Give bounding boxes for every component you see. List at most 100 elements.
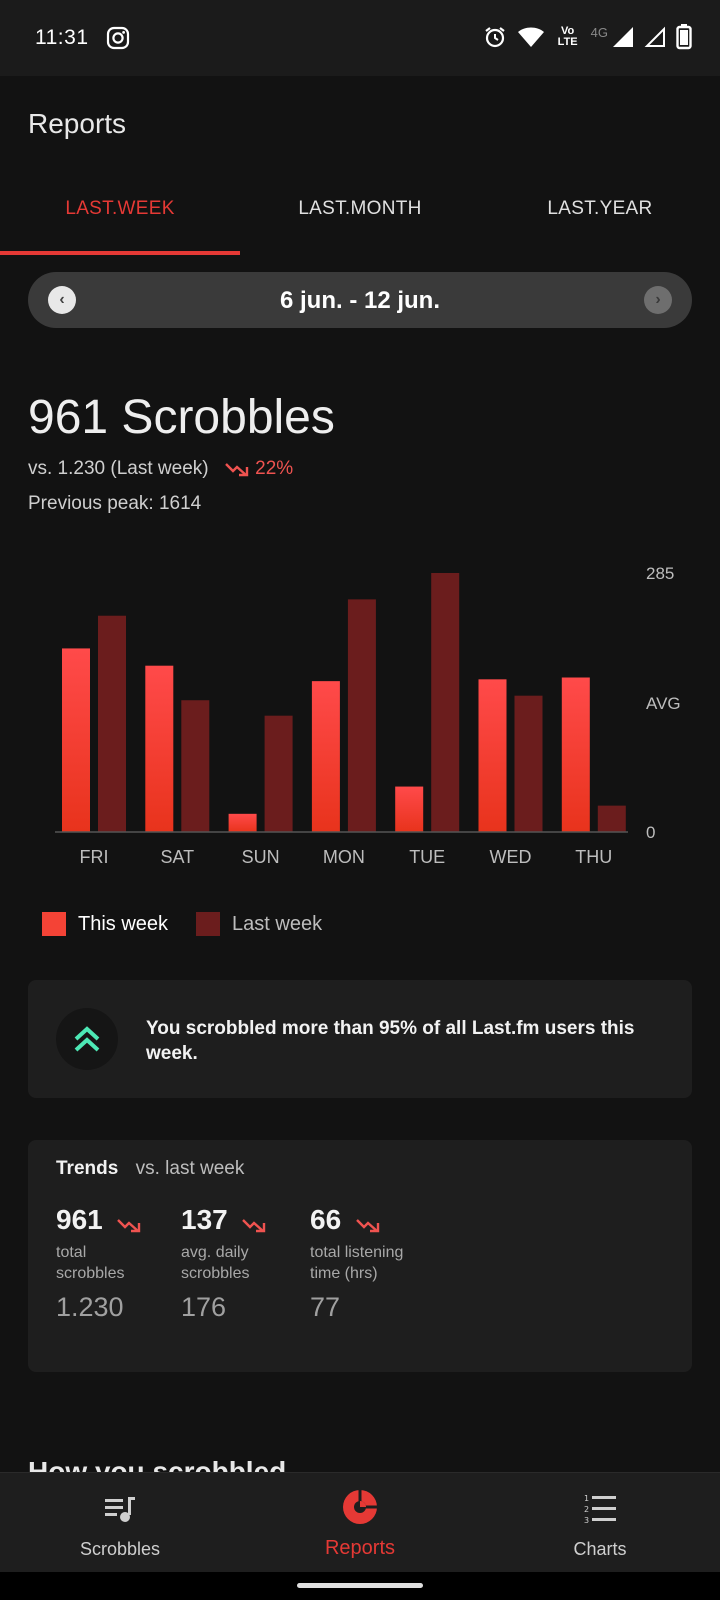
metric-total-scrobbles: 961 total scrobbles 1.230 <box>56 1204 186 1323</box>
previous-period-button[interactable]: ‹ <box>48 286 76 314</box>
metric-previous-value: 176 <box>181 1292 227 1322</box>
date-range-selector: ‹ 6 jun. - 12 jun. › <box>28 272 692 328</box>
metric-label-line1: total listening <box>310 1244 404 1261</box>
trend-down-icon <box>225 463 249 477</box>
battery-icon <box>676 24 692 50</box>
x-tick-label: MON <box>323 847 365 867</box>
status-icons: Vo LTE 4G <box>483 22 692 52</box>
network-type-label: 4G <box>590 24 608 40</box>
metric-label-line1: total <box>56 1244 87 1261</box>
nav-charts[interactable]: 1 2 3 Charts <box>480 1473 720 1573</box>
tab-last-month[interactable]: LAST.MONTH <box>298 198 422 219</box>
x-tick-label: SAT <box>160 847 194 867</box>
chart-legend: This week Last week <box>42 912 350 936</box>
tab-last-year[interactable]: LAST.YEAR <box>547 198 653 219</box>
signal-icon-2 <box>644 26 665 47</box>
bar-this-week-sun <box>228 813 257 832</box>
legend-this-week: This week <box>42 912 168 936</box>
metric-label: total listening time (hrs) <box>310 1242 460 1284</box>
metric-previous-value: 77 <box>310 1292 341 1322</box>
metric-label-line2: time (hrs) <box>310 1265 378 1282</box>
bar-this-week-wed <box>478 679 507 832</box>
nav-reports[interactable]: Reports <box>240 1473 480 1573</box>
bar-last-week-sun <box>264 715 293 832</box>
metric-label-line2: scrobbles <box>181 1265 250 1282</box>
nav-label: Scrobbles <box>79 1539 161 1559</box>
svg-text:3: 3 <box>584 1516 589 1525</box>
bar-last-week-thu <box>597 805 626 832</box>
bottom-navigation: Scrobbles Reports 1 2 3 Charts <box>0 1472 720 1573</box>
percentile-info-text: You scrobbled more than 95% of all Last.… <box>146 1018 635 1064</box>
bar-last-week-fri <box>98 615 126 832</box>
bar-last-week-sat <box>181 700 210 832</box>
y-tick-label: 0 <box>646 823 655 842</box>
trends-subtitle: vs. last week <box>135 1158 245 1179</box>
x-tick-label: TUE <box>409 847 445 867</box>
metric-value: 961 <box>56 1204 103 1235</box>
comparison-text: vs. 1.230 (Last week) <box>28 458 209 479</box>
legend-label-this-week: This week <box>78 912 169 935</box>
percentile-info-card: You scrobbled more than 95% of all Last.… <box>28 980 692 1098</box>
comparison-line: vs. 1.230 (Last week) 22% <box>28 458 293 480</box>
x-tick-label: THU <box>575 847 612 867</box>
legend-label-last-week: Last week <box>232 912 323 935</box>
page-title: Reports <box>28 108 127 139</box>
trends-header: Trends vs. last week <box>56 1158 244 1180</box>
legend-last-week: Last week <box>196 912 322 936</box>
music-queue-icon <box>105 1497 135 1522</box>
nav-scrobbles[interactable]: Scrobbles <box>0 1473 240 1573</box>
bar-this-week-mon <box>311 681 340 832</box>
bar-last-week-mon <box>347 599 376 832</box>
instagram-icon <box>106 26 130 50</box>
tab-last-week[interactable]: LAST.WEEK <box>65 198 175 219</box>
trend-down-icon <box>355 1218 379 1232</box>
bar-this-week-thu <box>561 677 590 832</box>
home-indicator[interactable] <box>297 1583 423 1588</box>
metric-label: total scrobbles <box>56 1242 186 1284</box>
date-range-label: 6 jun. - 12 jun. <box>279 287 441 314</box>
alarm-icon <box>484 27 505 48</box>
metric-value: 137 <box>181 1204 228 1235</box>
metric-listening-time: 66 total listening time (hrs) 77 <box>310 1204 460 1323</box>
svg-text:2: 2 <box>584 1505 589 1514</box>
trend-down-icon <box>242 1218 266 1232</box>
volte-label: Vo LTE <box>557 25 578 48</box>
metric-value: 66 <box>310 1204 342 1235</box>
pie-chart-icon <box>343 1490 377 1524</box>
metric-label: avg. daily scrobbles <box>181 1242 311 1284</box>
bar-last-week-wed <box>514 695 543 832</box>
bar-this-week-fri <box>62 648 90 832</box>
chevron-left-icon: ‹ <box>59 291 65 308</box>
bar-this-week-sat <box>145 665 174 832</box>
signal-icon <box>613 27 633 47</box>
change-indicator: 22% <box>224 458 293 479</box>
metric-label-line2: scrobbles <box>56 1265 125 1282</box>
metric-avg-daily-scrobbles: 137 avg. daily scrobbles 176 <box>181 1204 311 1323</box>
weekly-scrobbles-chart: FRI SAT SUN MON TUE WED THU 285 AVG 0 <box>55 564 681 867</box>
trend-down-icon <box>117 1218 141 1232</box>
status-time: 11:31 <box>35 26 89 49</box>
wifi-icon <box>517 27 544 47</box>
scrobble-total-headline: 961 Scrobbles <box>28 391 335 444</box>
info-icon-circle <box>56 1008 118 1070</box>
nav-label: Charts <box>573 1539 627 1559</box>
previous-peak: Previous peak: 1614 <box>28 493 202 514</box>
legend-swatch-this-week <box>42 912 66 936</box>
metric-previous-value: 1.230 <box>56 1292 124 1322</box>
bar-last-week-tue <box>431 573 460 832</box>
next-period-button[interactable]: › <box>644 286 672 314</box>
numbered-list-icon: 1 2 3 <box>584 1494 616 1525</box>
x-tick-label: WED <box>490 847 532 867</box>
svg-text:1: 1 <box>584 1494 589 1503</box>
trends-title: Trends <box>56 1158 119 1179</box>
y-tick-label: 285 <box>646 564 674 583</box>
x-tick-label: FRI <box>80 847 109 867</box>
trends-card: Trends vs. last week 961 total scrobbles… <box>28 1140 692 1372</box>
tab-indicator <box>0 251 240 255</box>
x-tick-label: SUN <box>242 847 280 867</box>
bar-this-week-tue <box>395 786 424 832</box>
y-tick-label: AVG <box>646 694 681 713</box>
status-bar: 11:31 Vo LTE 4G <box>0 0 720 76</box>
report-tabs: LAST.WEEK LAST.MONTH LAST.YEAR <box>0 183 720 257</box>
chevron-right-icon: › <box>655 291 661 308</box>
